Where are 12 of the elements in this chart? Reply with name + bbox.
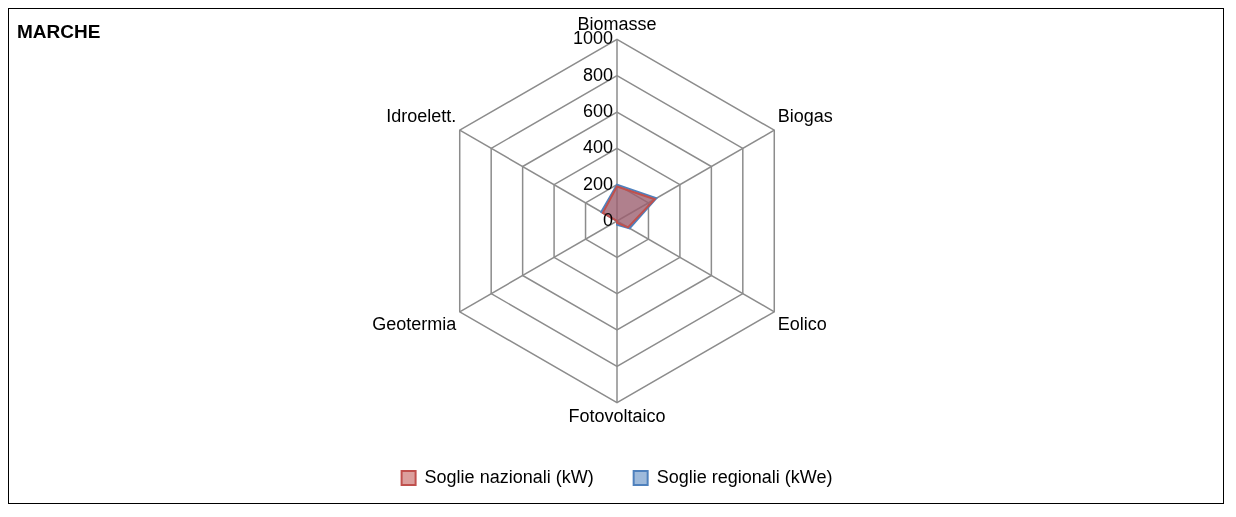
y-tick-label: 400 — [582, 137, 613, 158]
y-tick-label: 200 — [582, 173, 613, 194]
spoke-label: Biogas — [777, 106, 833, 127]
spoke-label: Idroelett. — [386, 106, 457, 127]
legend-label: Soglie regionali (kWe) — [656, 466, 833, 487]
spoke-label: Geotermia — [372, 313, 458, 334]
spoke-label: Eolico — [777, 313, 827, 334]
spoke-label: Fotovoltaico — [568, 406, 666, 427]
legend-label: Soglie nazionali (kW) — [424, 466, 594, 487]
y-tick-label: 600 — [582, 101, 613, 122]
y-tick-label: 800 — [582, 64, 613, 85]
text: MARCHE — [17, 20, 101, 42]
